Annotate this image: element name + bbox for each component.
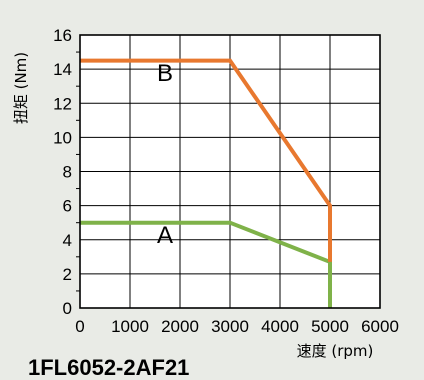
y-tick-label: 12: [53, 94, 72, 113]
series-label-a: A: [157, 222, 173, 249]
y-axis-title: 扭矩 (Nm): [12, 52, 30, 124]
x-tick-label: 3000: [211, 317, 249, 336]
chart-title: 1FL6052-2AF21: [28, 355, 189, 380]
y-tick-label: 8: [63, 163, 72, 182]
x-tick-label: 2000: [161, 317, 199, 336]
y-tick-labels: 0 2 4 6 8 10 12 14 16: [53, 26, 72, 318]
series-layer: [80, 58, 332, 308]
y-tick-label: 0: [63, 299, 72, 318]
x-tick-label: 6000: [361, 317, 399, 336]
series-line-b: [80, 58, 332, 262]
grid: [80, 35, 380, 308]
series-label-b: B: [157, 60, 173, 87]
y-tick-label: 6: [63, 197, 72, 216]
y-tick-label: 14: [53, 60, 72, 79]
x-tick-label: 4000: [261, 317, 299, 336]
x-tick-labels: 0 1000 2000 3000 4000 5000 6000: [75, 317, 399, 336]
y-tick-label: 10: [53, 128, 72, 147]
series-labels: BA: [157, 60, 173, 249]
y-tick-label: 2: [63, 265, 72, 284]
series-line-a: [80, 220, 332, 308]
x-axis-title: 速度 (rpm): [297, 342, 374, 360]
x-tick-label: 5000: [311, 317, 349, 336]
x-tick-label: 1000: [111, 317, 149, 336]
y-tick-label: 16: [53, 26, 72, 45]
y-tick-label: 4: [63, 231, 72, 250]
x-tick-label: 0: [75, 317, 84, 336]
plot-border: [79, 34, 381, 309]
